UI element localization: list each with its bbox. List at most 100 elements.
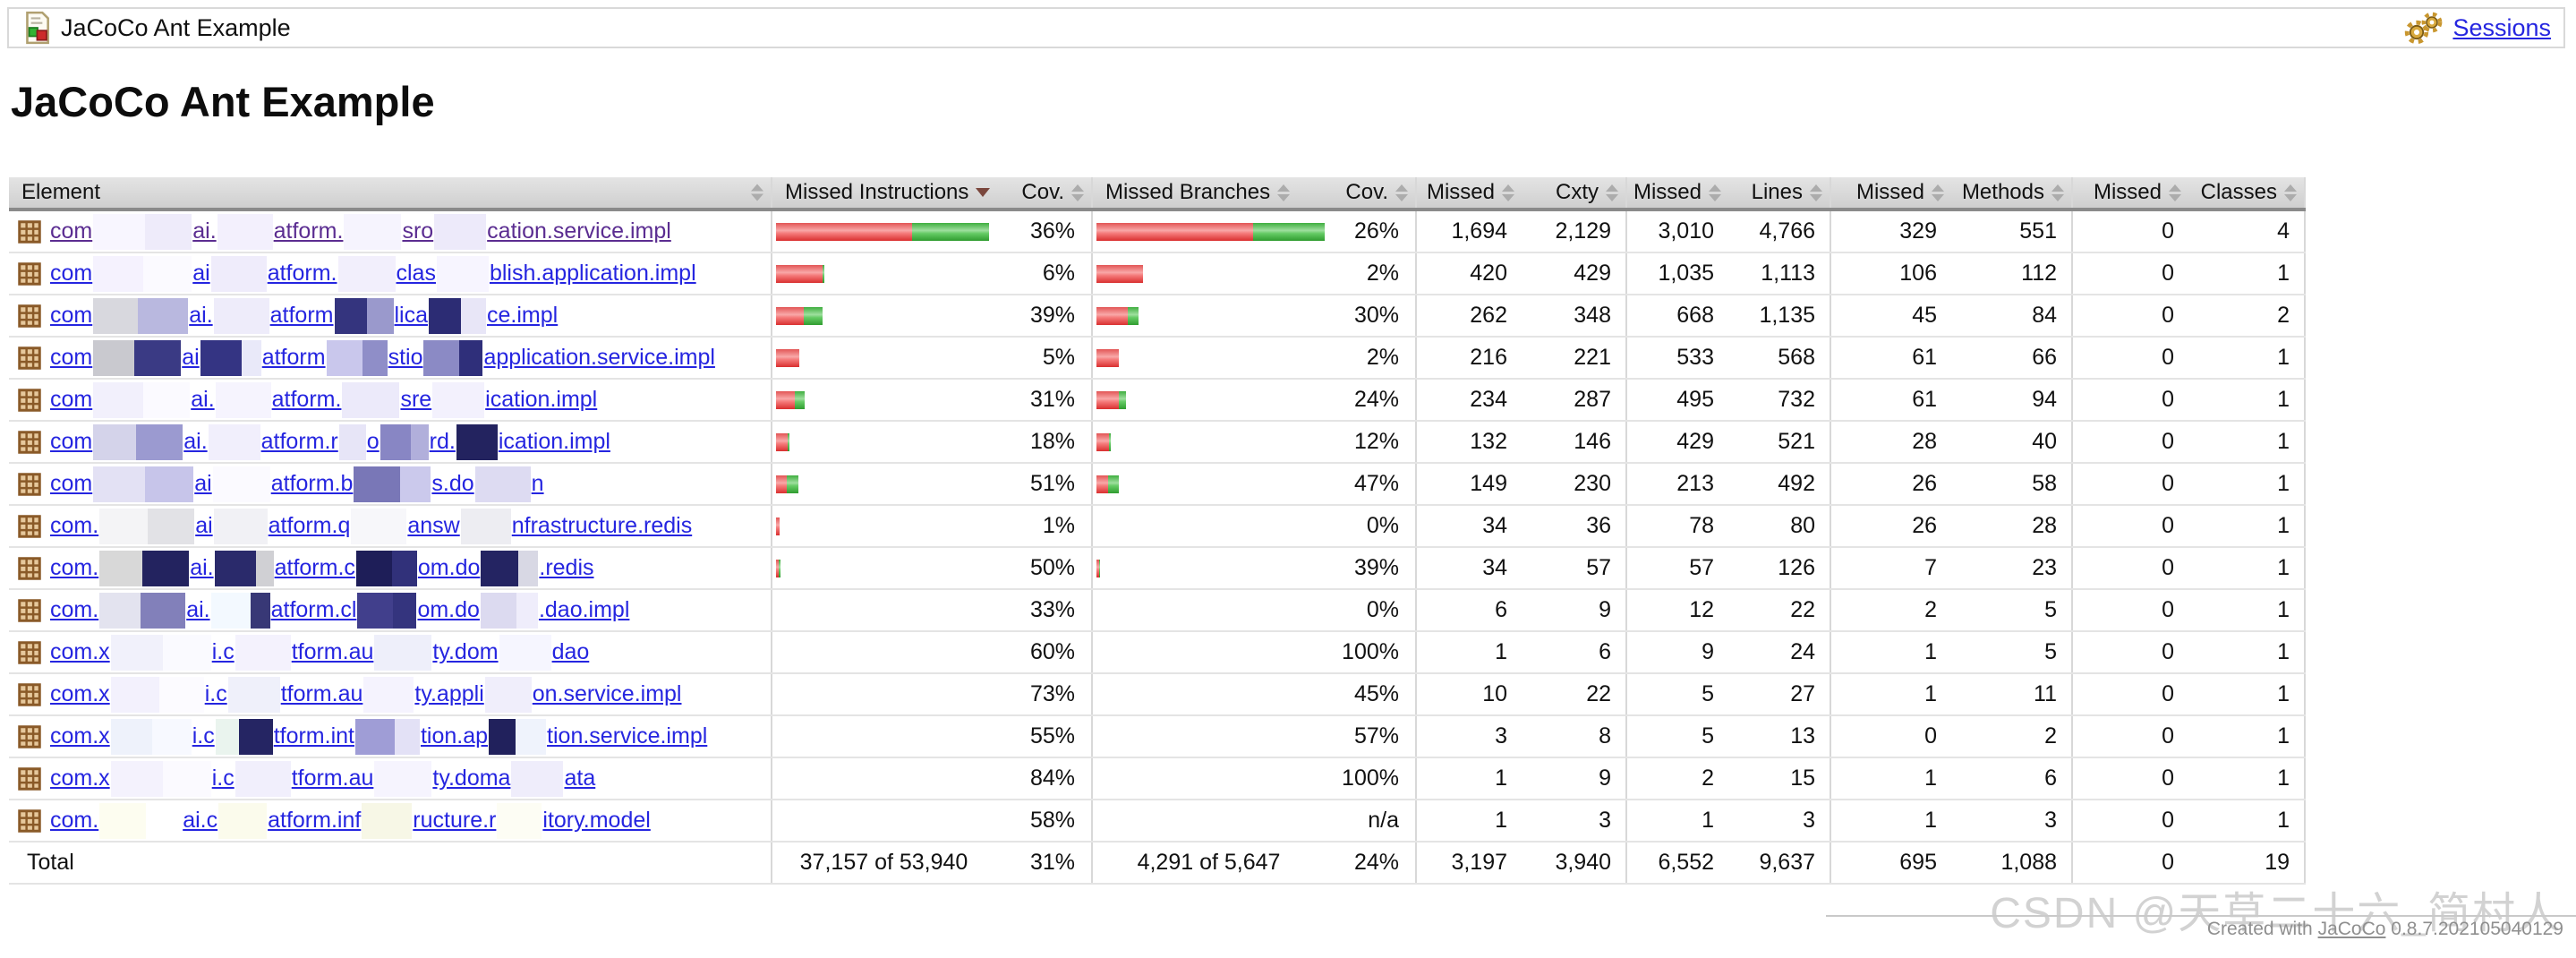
package-link[interactable]: com ai. atform.r o rd. ication.impl	[50, 423, 610, 460]
package-link[interactable]: com. ai. atform.cl om.do .dao.impl	[50, 592, 629, 629]
metric-cell: 78	[1626, 505, 1728, 548]
metric-cell: 0	[2072, 800, 2188, 843]
package-icon	[16, 345, 43, 372]
package-link[interactable]: com ai. atform. sre ication.impl	[50, 381, 597, 418]
package-name-segment: ai	[192, 261, 210, 286]
column-header-lines[interactable]: Lines	[1728, 177, 1831, 211]
package-link[interactable]: com ai atform. clas blish.application.impl	[50, 255, 696, 292]
redaction-mosaic	[362, 802, 413, 839]
column-header-missed[interactable]: Missed	[2072, 177, 2188, 211]
metric-cell: 3	[1951, 800, 2073, 843]
column-header-label: Missed Instructions	[785, 180, 969, 204]
metric-cell: 0	[2072, 673, 2188, 716]
package-link[interactable]: com ai. atform. sro cation.service.impl	[50, 213, 671, 250]
breadcrumb-bar: JaCoCo Ant Example Sessions	[7, 7, 2565, 48]
package-link[interactable]: com. ai.c atform.inf ructure.r itory.model	[50, 802, 651, 839]
metric-cell: 1	[1416, 800, 1522, 843]
metric-cell: 329	[1830, 210, 1951, 253]
metric-cell: 80	[1728, 505, 1831, 548]
package-link[interactable]: com ai atform stio application.service.impl	[50, 339, 715, 376]
branch-coverage-pct: n/a	[1325, 800, 1417, 843]
metric-cell: 22	[1522, 673, 1627, 716]
metric-cell: 2	[1626, 757, 1728, 800]
package-name-segment: lica	[394, 303, 429, 328]
branch-coverage-pct: 24%	[1325, 379, 1417, 422]
redaction-mosaic	[474, 466, 531, 502]
breadcrumb-title: JaCoCo Ant Example	[61, 13, 291, 41]
redaction-mosaic	[235, 760, 291, 797]
instruction-coverage-bar-cell	[772, 631, 995, 674]
metric-cell: 23	[1951, 547, 2073, 590]
column-header-label: Missed	[1426, 180, 1495, 204]
redaction-mosaic	[235, 634, 291, 671]
package-name-segment: on.service.impl	[532, 681, 682, 706]
redaction-mosaic	[213, 508, 268, 544]
column-header-classes[interactable]: Classes	[2188, 177, 2306, 211]
package-link[interactable]: com ai. atform lica ce.impl	[50, 297, 559, 334]
package-link[interactable]: com. ai atform.q answ nfrastructure.redis	[50, 508, 693, 544]
instruction-coverage-bar-cell	[772, 589, 995, 632]
sort-arrow-icon	[2169, 184, 2181, 201]
package-link[interactable]: com ai atform.b s.do n	[50, 466, 544, 502]
metric-cell: 66	[1951, 337, 2073, 380]
column-header-missed[interactable]: Missed	[1830, 177, 1951, 211]
column-header-label: Missed	[2093, 180, 2162, 204]
missed-bar	[776, 560, 779, 578]
metric-cell: 13	[1728, 715, 1831, 758]
table-row: com.x i.c tform.au ty.dom dao 60% 100% 1 6 9 24 1 5 0…	[9, 631, 2306, 674]
redaction-mosaic	[213, 297, 269, 334]
package-name-segment: ai.	[190, 555, 214, 580]
column-header-missed-instructions[interactable]: Missed Instructions	[772, 177, 995, 211]
branch-coverage-pct: 100%	[1325, 757, 1417, 800]
redaction-mosaic	[326, 339, 388, 376]
metric-cell: 420	[1416, 252, 1522, 295]
column-header-cxty[interactable]: Cxty	[1522, 177, 1627, 211]
metric-cell: 28	[1951, 505, 2073, 548]
missed-bar	[1096, 391, 1119, 410]
package-name-segment: com.	[50, 597, 99, 622]
package-name-segment: ce.impl	[487, 303, 559, 328]
package-name-segment: .redis	[539, 555, 594, 580]
redaction-mosaic	[351, 508, 407, 544]
instruction-coverage-pct: 18%	[995, 421, 1093, 464]
missed-bar	[776, 265, 823, 284]
sessions-link[interactable]: Sessions	[2452, 13, 2551, 41]
package-name-segment: com	[50, 303, 93, 328]
column-header-missed[interactable]: Missed	[1626, 177, 1728, 211]
metric-cell: 26	[1830, 463, 1951, 506]
column-header-methods[interactable]: Methods	[1951, 177, 2073, 211]
metric-cell: 0	[2072, 547, 2188, 590]
element-cell: com. ai. atform.cl om.do .dao.impl	[9, 589, 772, 632]
package-link[interactable]: com.x i.c tform.au ty.doma ata	[50, 760, 595, 797]
instruction-coverage-bar-cell	[772, 757, 995, 800]
redaction-mosaic	[363, 676, 414, 713]
column-header-cov-[interactable]: Cov.	[995, 177, 1093, 211]
package-name-segment: ai	[182, 345, 200, 370]
metric-cell: 1,035	[1626, 252, 1728, 295]
branch-coverage-pct: 0%	[1325, 589, 1417, 632]
branch-coverage-bar-cell	[1092, 252, 1325, 295]
page-title: JaCoCo Ant Example	[11, 78, 435, 125]
jacoco-footer-link[interactable]: JaCoCo	[2317, 919, 2386, 939]
metric-cell: 45	[1830, 295, 1951, 338]
package-name-segment: ty.dom	[432, 639, 499, 664]
metric-cell: 1	[2188, 337, 2306, 380]
sort-arrow-icon	[1606, 184, 1618, 201]
branch-coverage-bar-cell	[1092, 800, 1325, 843]
column-header-label: Lines	[1751, 180, 1803, 204]
column-header-missed-branches[interactable]: Missed Branches	[1092, 177, 1325, 211]
redaction-mosaic	[93, 213, 192, 250]
column-header-cov-[interactable]: Cov.	[1325, 177, 1417, 211]
package-name-segment: atform.	[271, 387, 342, 412]
package-link[interactable]: com.x i.c tform.au ty.appli on.service.impl	[50, 676, 682, 713]
redaction-mosaic	[93, 339, 182, 376]
package-link[interactable]: com. ai. atform.c om.do .redis	[50, 550, 594, 586]
column-header-missed[interactable]: Missed	[1416, 177, 1522, 211]
package-name-segment: com.	[50, 555, 99, 580]
column-header-element[interactable]: Element	[9, 177, 772, 211]
package-name-segment: nfrastructure.redis	[511, 513, 693, 538]
instruction-coverage-pct: 60%	[995, 631, 1093, 674]
package-icon	[16, 218, 43, 245]
package-link[interactable]: com.x i.c tform.au ty.dom dao	[50, 634, 589, 671]
package-link[interactable]: com.x i.c tform.int tion.ap tion.service.imp…	[50, 718, 707, 755]
